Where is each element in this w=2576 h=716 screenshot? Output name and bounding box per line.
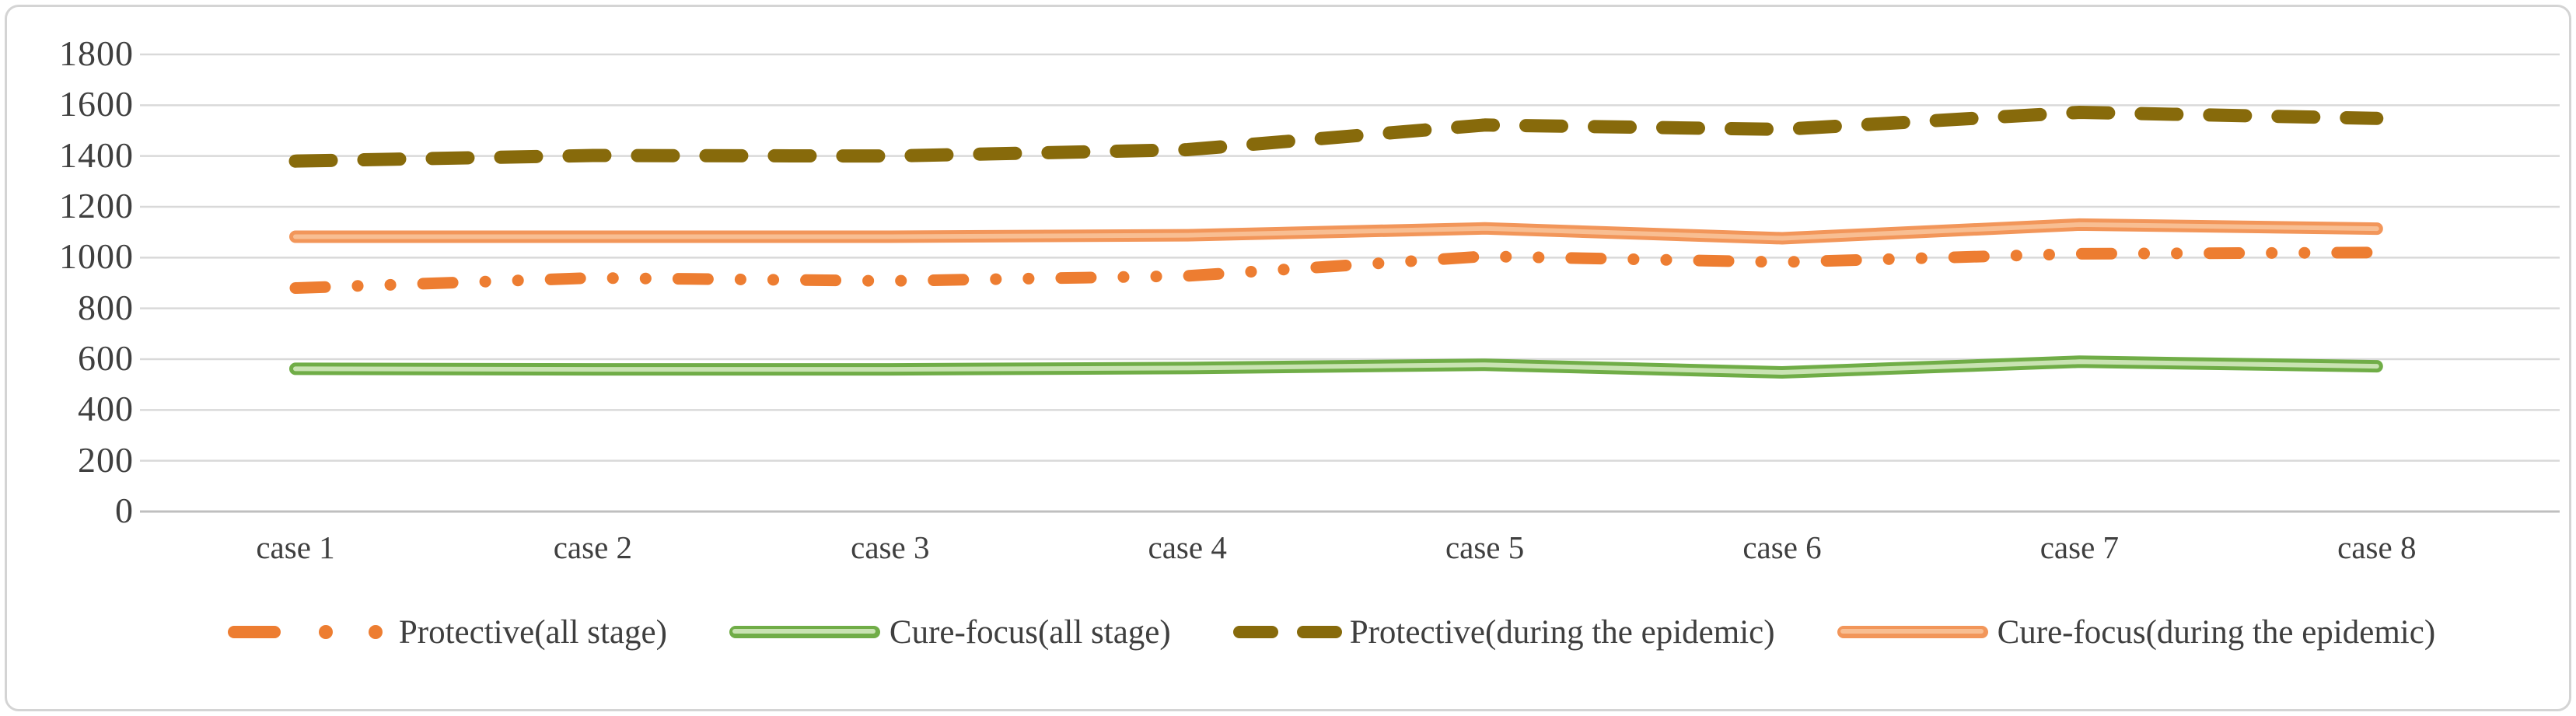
y-tick-label: 1400: [59, 134, 134, 175]
chart-legend: Protective(all stage) Cure-focus(all stag…: [117, 605, 2545, 659]
series-line-2: [288, 106, 2384, 168]
x-tick-label: case 8: [2337, 529, 2417, 565]
legend-swatch-icon: [227, 625, 383, 639]
series-line-3-highlight: [293, 222, 2379, 241]
legend-item-2: Protective(during the epidemic): [1232, 613, 1775, 651]
legend-item-0: Protective(all stage): [226, 613, 667, 651]
x-tick-label: case 1: [256, 529, 335, 565]
legend-label: Protective(all stage): [398, 613, 667, 651]
legend-swatch-icon: [729, 626, 880, 638]
y-tick-label: 1600: [59, 84, 134, 124]
y-tick-label: 200: [78, 439, 134, 480]
y-tick-label: 400: [78, 389, 134, 429]
legend-label: Protective(during the epidemic): [1349, 613, 1775, 651]
legend-item-1: Cure-focus(all stage): [728, 613, 1171, 651]
legend-label: Cure-focus(all stage): [889, 613, 1171, 651]
x-tick-label: case 6: [1742, 529, 1822, 565]
x-tick-label: case 3: [851, 529, 930, 565]
x-tick-label: case 5: [1445, 529, 1525, 565]
y-tick-label: 800: [78, 287, 134, 327]
legend-label: Cure-focus(during the epidemic): [1997, 613, 2436, 651]
x-tick-label: case 4: [1148, 529, 1227, 565]
y-tick-label: 1800: [59, 33, 134, 73]
x-tick-label: case 2: [553, 529, 633, 565]
legend-item-3: Cure-focus(during the epidemic): [1836, 613, 2436, 651]
legend-swatch-icon: [1837, 626, 1988, 638]
series-line-1-highlight: [293, 359, 2379, 375]
y-tick-label: 0: [115, 491, 134, 530]
y-tick-label: 1000: [59, 236, 134, 277]
series-line-0: [289, 246, 2383, 294]
y-tick-label: 600: [78, 338, 134, 378]
y-tick-label: 1200: [59, 186, 134, 225]
legend-swatch-icon: [1232, 626, 1342, 638]
x-tick-label: case 7: [2039, 529, 2120, 565]
